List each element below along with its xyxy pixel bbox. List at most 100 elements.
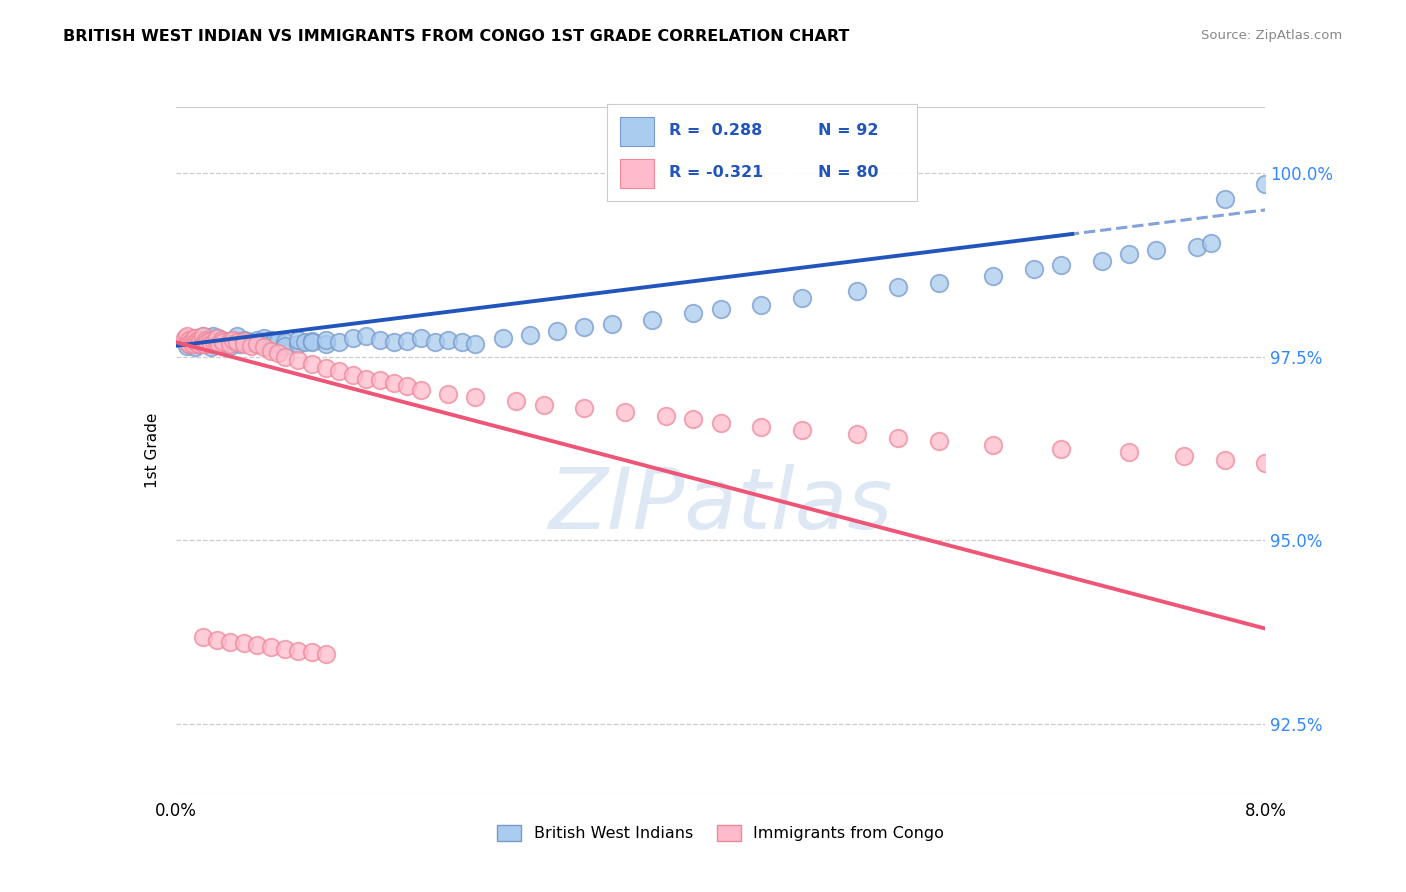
Point bbox=[217, 336, 239, 351]
Point bbox=[886, 280, 908, 294]
Point bbox=[886, 431, 908, 445]
Text: R =  0.288: R = 0.288 bbox=[669, 123, 762, 138]
Point bbox=[328, 364, 350, 378]
Point bbox=[792, 291, 814, 305]
Point bbox=[200, 336, 222, 351]
Point bbox=[205, 331, 228, 345]
Point bbox=[191, 329, 214, 343]
Point bbox=[200, 340, 222, 354]
Point bbox=[197, 334, 219, 348]
Point bbox=[177, 335, 200, 350]
Point bbox=[981, 438, 1004, 452]
Point bbox=[232, 334, 254, 348]
Text: ZIPatlas: ZIPatlas bbox=[548, 464, 893, 547]
Point bbox=[396, 334, 419, 348]
Point bbox=[219, 339, 242, 353]
Point bbox=[202, 335, 225, 350]
Point bbox=[226, 329, 249, 343]
Point bbox=[267, 346, 290, 360]
Legend: British West Indians, Immigrants from Congo: British West Indians, Immigrants from Co… bbox=[491, 818, 950, 847]
Point bbox=[328, 335, 350, 350]
Point bbox=[928, 277, 950, 291]
Point bbox=[246, 336, 269, 351]
Point bbox=[211, 333, 233, 347]
Point bbox=[219, 635, 242, 649]
Point bbox=[492, 331, 515, 345]
Point bbox=[181, 334, 204, 348]
Point bbox=[195, 335, 218, 350]
Point bbox=[181, 331, 204, 345]
Point bbox=[301, 335, 323, 350]
Point bbox=[356, 372, 378, 386]
Point bbox=[191, 335, 214, 350]
Point bbox=[287, 336, 309, 351]
Point bbox=[368, 373, 391, 387]
Point bbox=[1173, 449, 1195, 463]
Point bbox=[205, 336, 228, 351]
Point bbox=[219, 334, 242, 348]
Point bbox=[193, 336, 215, 351]
Point bbox=[396, 379, 419, 393]
Point bbox=[176, 339, 198, 353]
Point bbox=[505, 393, 527, 408]
Point bbox=[186, 331, 208, 345]
Point bbox=[1022, 261, 1045, 276]
Point bbox=[188, 333, 211, 347]
Point bbox=[1050, 258, 1073, 272]
FancyBboxPatch shape bbox=[620, 160, 654, 188]
Point bbox=[187, 336, 209, 351]
Point bbox=[1187, 239, 1209, 253]
Text: Source: ZipAtlas.com: Source: ZipAtlas.com bbox=[1202, 29, 1343, 42]
Point bbox=[212, 335, 235, 350]
Point bbox=[574, 401, 596, 416]
Point bbox=[301, 334, 323, 348]
Point bbox=[1213, 452, 1236, 467]
Point bbox=[205, 335, 228, 350]
Point bbox=[519, 327, 541, 342]
Point bbox=[186, 336, 209, 351]
Point bbox=[287, 353, 309, 368]
Point bbox=[194, 333, 217, 347]
Point bbox=[1281, 467, 1303, 482]
Point bbox=[195, 335, 218, 350]
Point bbox=[232, 335, 254, 350]
Point bbox=[184, 331, 207, 345]
Point bbox=[423, 335, 446, 350]
Point bbox=[184, 340, 207, 354]
Point bbox=[179, 333, 201, 347]
Point bbox=[356, 329, 378, 343]
Point bbox=[222, 333, 245, 347]
Point bbox=[239, 335, 262, 350]
Point bbox=[464, 390, 486, 404]
Point bbox=[301, 357, 323, 371]
Point bbox=[207, 331, 229, 345]
Point bbox=[710, 301, 733, 316]
Point bbox=[614, 405, 637, 419]
Point bbox=[437, 386, 460, 401]
Point bbox=[179, 336, 201, 351]
Point bbox=[641, 313, 664, 327]
Point bbox=[191, 631, 214, 645]
Point bbox=[253, 340, 276, 354]
Point bbox=[246, 336, 269, 351]
Text: BRITISH WEST INDIAN VS IMMIGRANTS FROM CONGO 1ST GRADE CORRELATION CHART: BRITISH WEST INDIAN VS IMMIGRANTS FROM C… bbox=[63, 29, 849, 44]
Point bbox=[1118, 445, 1140, 459]
Point bbox=[267, 334, 290, 348]
Point bbox=[179, 334, 201, 348]
Point bbox=[315, 333, 337, 347]
Point bbox=[382, 376, 405, 390]
Point bbox=[186, 333, 209, 347]
Point bbox=[232, 336, 254, 351]
Point bbox=[928, 434, 950, 449]
Point bbox=[174, 331, 197, 345]
Point bbox=[226, 335, 249, 350]
Point bbox=[274, 339, 297, 353]
Point bbox=[437, 333, 460, 347]
Point bbox=[176, 329, 198, 343]
Point bbox=[409, 331, 432, 345]
Point bbox=[263, 335, 285, 350]
Point bbox=[315, 360, 337, 375]
Point bbox=[751, 298, 773, 312]
Point bbox=[1254, 177, 1277, 191]
Point bbox=[246, 333, 269, 347]
